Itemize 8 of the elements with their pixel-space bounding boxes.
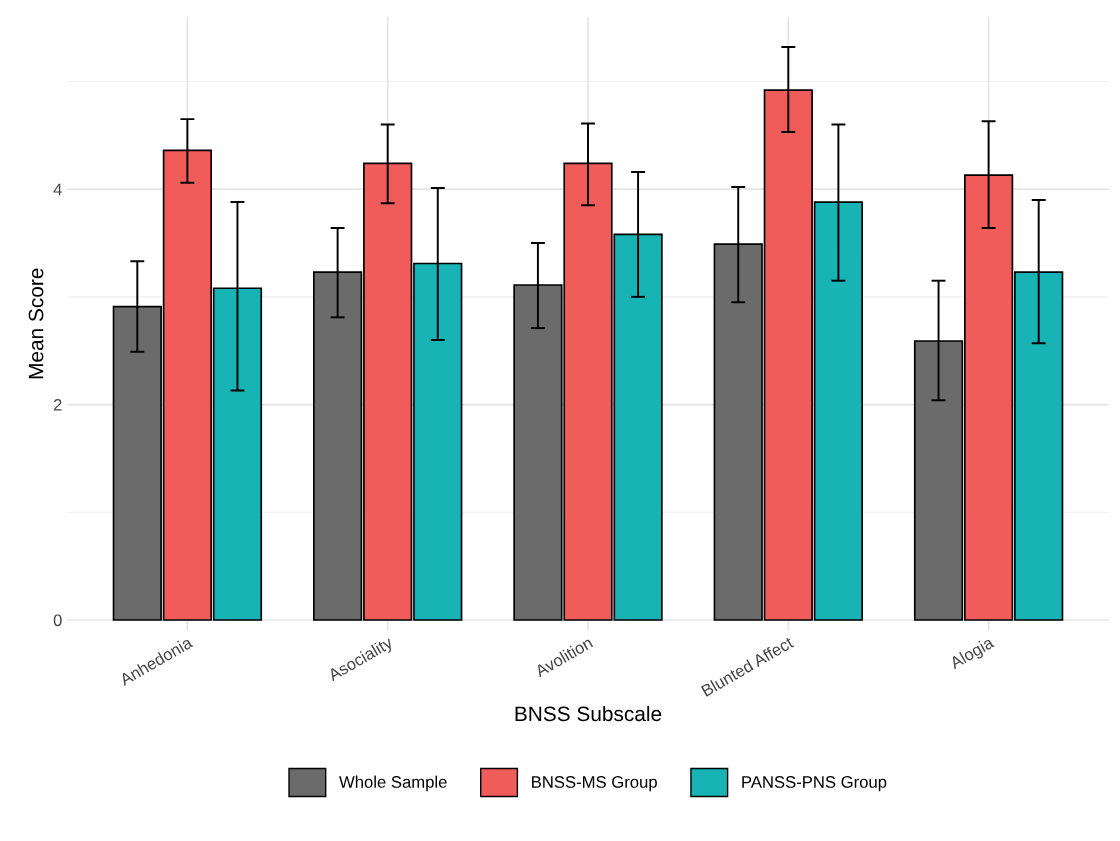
- legend-label: PANSS-PNS Group: [742, 776, 887, 792]
- y-tick-label: 2: [53, 398, 62, 411]
- legend-label: Whole Sample: [339, 775, 447, 792]
- y-axis-title: Mean Score: [28, 268, 44, 379]
- x-axis-title: BNSS Subscale: [515, 705, 662, 722]
- y-tick-label: 0: [53, 614, 62, 627]
- y-tick-label: 4: [53, 183, 62, 196]
- legend-label: BNSS-MS Group: [532, 776, 657, 792]
